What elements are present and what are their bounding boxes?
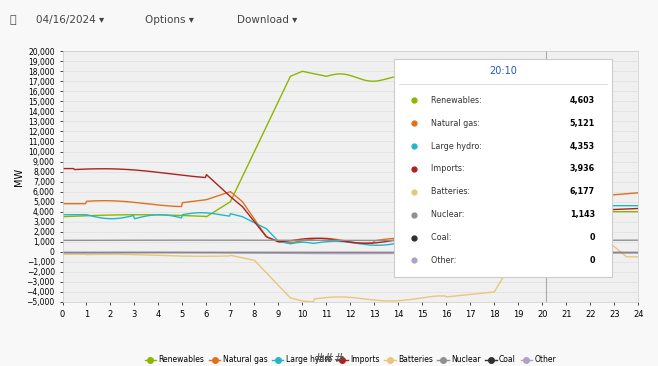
Text: 📅: 📅 [10, 15, 16, 25]
Text: 5,121: 5,121 [570, 119, 595, 128]
Text: 4,603: 4,603 [570, 96, 595, 105]
Text: 3,936: 3,936 [570, 164, 595, 173]
Text: ###: ### [313, 352, 345, 365]
Y-axis label: MW: MW [14, 168, 24, 186]
Text: 4,353: 4,353 [570, 142, 595, 150]
Text: 04/16/2024 ▾: 04/16/2024 ▾ [36, 15, 105, 25]
FancyBboxPatch shape [393, 59, 613, 277]
Legend: Renewables, Natural gas, Large hydro, Imports, Batteries, Nuclear, Coal, Other: Renewables, Natural gas, Large hydro, Im… [141, 352, 559, 366]
Text: Batteries:: Batteries: [431, 187, 472, 196]
Text: Imports:: Imports: [431, 164, 467, 173]
Text: 0: 0 [590, 233, 595, 242]
Text: Large hydro:: Large hydro: [431, 142, 484, 150]
Text: 6,177: 6,177 [570, 187, 595, 196]
Text: Other:: Other: [431, 256, 459, 265]
Text: 20:10: 20:10 [489, 66, 517, 76]
Text: Download ▾: Download ▾ [237, 15, 297, 25]
Text: Natural gas:: Natural gas: [431, 119, 482, 128]
Text: Nuclear:: Nuclear: [431, 210, 467, 219]
Text: Renewables:: Renewables: [431, 96, 484, 105]
Text: Coal:: Coal: [431, 233, 454, 242]
Text: Options ▾: Options ▾ [145, 15, 193, 25]
Text: 1,143: 1,143 [570, 210, 595, 219]
Text: 0: 0 [590, 256, 595, 265]
